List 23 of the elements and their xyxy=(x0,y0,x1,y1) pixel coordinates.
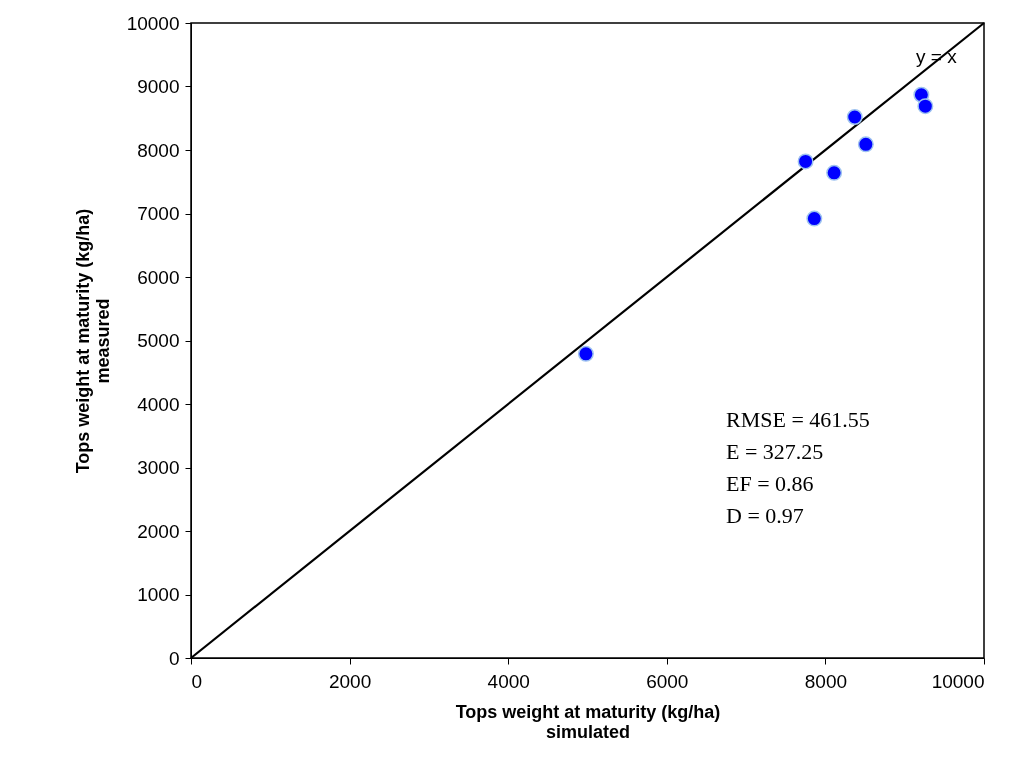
x-tick-label: 2000 xyxy=(328,670,372,692)
x-tick-label: 8000 xyxy=(804,670,848,692)
annotation: D = 0.97 xyxy=(726,503,804,528)
y-tick-label: 1000 xyxy=(137,584,180,605)
y-tick-label: 0 xyxy=(168,647,180,669)
annotation: EF = 0.86 xyxy=(726,471,814,496)
y-tick-label: 6000 xyxy=(137,266,180,288)
y-tick-label: 9000 xyxy=(137,76,180,97)
y-axis-title: Tops weight at maturity (kg/ha) measured xyxy=(72,208,113,474)
x-tick-label: 10000 xyxy=(931,670,985,692)
y-tick-label: 3000 xyxy=(137,457,180,478)
x-tick-label: 4000 xyxy=(487,670,530,692)
x-axis-title: Tops weight at maturity (kg/ha) simulated xyxy=(455,701,721,742)
x-tick-label: 0 xyxy=(191,670,203,692)
y-tick-label: 7000 xyxy=(137,203,180,224)
annotation: E = 327.25 xyxy=(726,439,824,464)
y-tick-label: 2000 xyxy=(137,520,180,542)
y-tick-label: 4000 xyxy=(137,393,180,415)
x-tick-label: 6000 xyxy=(646,670,689,692)
y-tick-label: 8000 xyxy=(137,139,180,161)
annotation: RMSE = 461.55 xyxy=(726,407,870,432)
y-tick-label: 5000 xyxy=(137,330,180,351)
y-tick-label: 10000 xyxy=(126,12,180,34)
